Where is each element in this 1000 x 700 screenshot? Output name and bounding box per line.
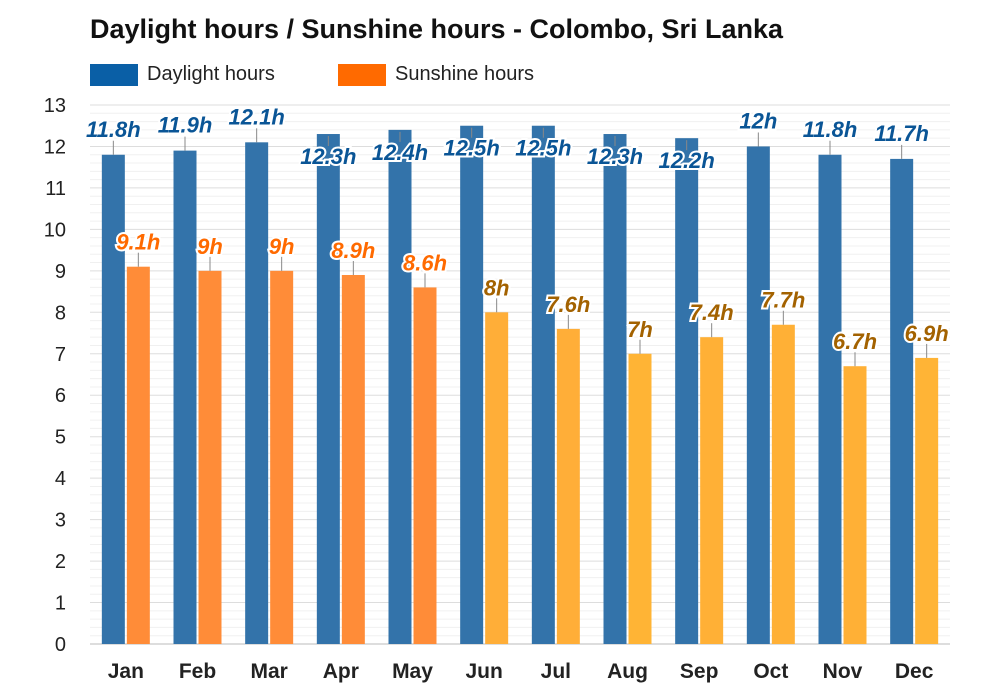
daylight-value-label: 12.1h [229, 104, 285, 129]
daylight-value-label: 11.8h [803, 117, 858, 142]
y-tick-label: 7 [55, 344, 66, 366]
x-tick-label: Aug [607, 660, 648, 683]
daylight-value-label: 12.3h [587, 144, 643, 169]
sunshine-value-label: 7h [627, 317, 653, 342]
daylight-value-label: 11.8h [86, 117, 141, 142]
sunshine-bar [341, 274, 365, 644]
daylight-bar [101, 154, 125, 644]
y-tick-label: 1 [55, 593, 66, 615]
daylight-bar [675, 138, 699, 644]
daylight-value-label: 12.3h [300, 144, 356, 169]
sunshine-bar [413, 287, 437, 644]
daylight-value-label: 12h [739, 108, 777, 133]
x-tick-label: Oct [753, 660, 788, 683]
sunshine-value-label: 6.7h [833, 329, 877, 354]
sunshine-bar [556, 328, 580, 644]
x-tick-label: Nov [823, 660, 863, 683]
y-tick-label: 2 [55, 551, 66, 573]
sunshine-value-label: 7.4h [690, 300, 734, 325]
daylight-value-label: 12.5h [515, 136, 571, 161]
x-tick-label: May [392, 660, 433, 683]
y-tick-label: 12 [44, 136, 66, 158]
sunshine-bar [270, 270, 294, 644]
daylight-value-label: 11.7h [874, 121, 929, 146]
legend-label-daylight: Daylight hours [147, 63, 275, 85]
daylight-bar [316, 134, 340, 644]
daylight-value-label: 11.9h [158, 113, 213, 138]
y-tick-label: 3 [55, 510, 66, 532]
daylight-value-label: 12.4h [372, 140, 428, 165]
legend-label-sunshine: Sunshine hours [395, 63, 534, 85]
sunshine-value-label: 9h [269, 234, 295, 259]
x-tick-label: Jun [465, 660, 502, 683]
daylight-bar [890, 158, 914, 644]
y-tick-label: 8 [55, 302, 66, 324]
daylight-bar [818, 154, 842, 644]
sunshine-value-label: 9h [197, 234, 223, 259]
y-tick-label: 10 [44, 219, 66, 241]
sunshine-bar [771, 324, 795, 644]
x-tick-label: Mar [250, 660, 287, 683]
sunshine-bar [700, 337, 724, 644]
x-tick-label: Jul [541, 660, 571, 683]
sunshine-bar [843, 366, 867, 644]
daylight-value-label: 12.2h [659, 148, 715, 173]
legend-swatch-daylight [90, 64, 138, 86]
sunshine-bar [915, 357, 939, 644]
x-tick-label: Jan [108, 660, 144, 683]
daylight-bar [173, 150, 197, 644]
daylight-bar [603, 134, 627, 644]
sunshine-value-label: 8h [484, 275, 510, 300]
x-tick-label: Apr [323, 660, 359, 683]
x-tick-label: Sep [680, 660, 719, 683]
daylight-bar [388, 129, 412, 644]
daylight-bar [460, 125, 484, 644]
legend-swatch-sunshine [338, 64, 386, 86]
sunshine-bar [198, 270, 222, 644]
daylight-value-label: 12.5h [444, 136, 500, 161]
sunshine-bar [485, 312, 509, 644]
x-tick-label: Dec [895, 660, 934, 683]
daylight-bar [531, 125, 555, 644]
y-tick-label: 6 [55, 385, 66, 407]
sunshine-value-label: 7.6h [546, 292, 590, 317]
y-tick-label: 13 [44, 95, 66, 117]
y-tick-label: 11 [45, 178, 66, 200]
sunshine-value-label: 6.9h [905, 321, 949, 346]
chart-title: Daylight hours / Sunshine hours - Colomb… [90, 14, 784, 44]
sunshine-value-label: 9.1h [116, 230, 160, 255]
y-tick-label: 5 [55, 427, 66, 449]
sunshine-value-label: 8.6h [403, 250, 447, 275]
y-tick-label: 0 [55, 634, 66, 656]
y-tick-label: 4 [55, 468, 66, 490]
sunshine-value-label: 8.9h [331, 238, 375, 263]
sunshine-bar [126, 266, 150, 644]
daylight-bar [245, 142, 269, 645]
daylight-bar [746, 146, 770, 644]
sunshine-value-label: 7.7h [761, 288, 805, 313]
y-tick-label: 9 [55, 261, 66, 283]
sunshine-bar [628, 353, 652, 644]
x-tick-label: Feb [179, 660, 216, 683]
